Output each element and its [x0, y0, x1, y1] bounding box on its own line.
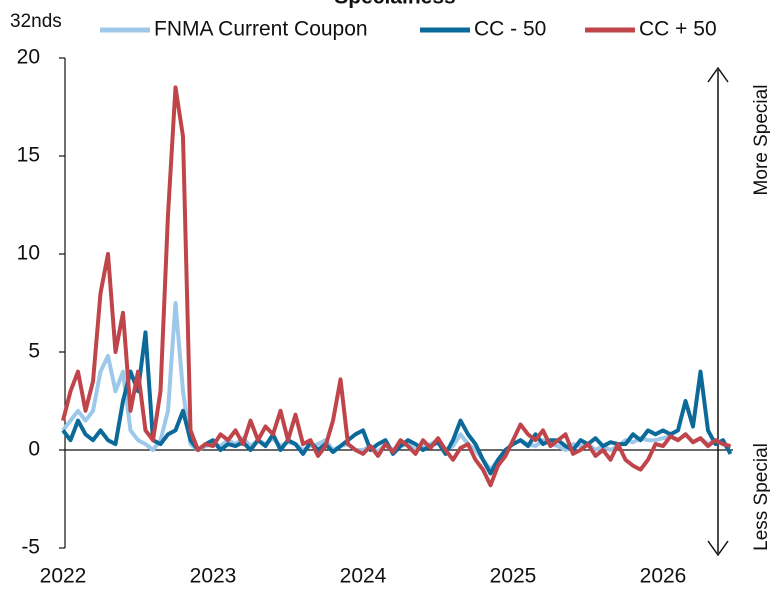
x-tick-label: 2023	[190, 565, 237, 588]
y-tick-label: -5	[21, 536, 40, 559]
annotation: Less Special	[751, 443, 770, 551]
chart-title: Specialness	[334, 0, 455, 9]
x-tick-label: 2025	[490, 565, 537, 588]
y-tick-label: 0	[28, 438, 40, 461]
arrow-head	[707, 66, 729, 83]
y-tick-label: 15	[17, 144, 40, 167]
x-tick-label: 2026	[640, 565, 687, 588]
annotation: More Special	[751, 85, 770, 196]
x-tick-label: 2022	[40, 565, 87, 588]
y-tick-label: 5	[28, 340, 40, 363]
series-line	[61, 85, 732, 488]
legend-label: CC + 50	[639, 18, 717, 41]
legend-label: FNMA Current Coupon	[154, 18, 368, 41]
arrow-head	[707, 540, 729, 557]
x-tick-label: 2024	[340, 565, 387, 588]
y-tick-label: 10	[17, 242, 40, 265]
y-axis-label: 32nds	[10, 11, 62, 32]
legend-label: CC - 50	[474, 18, 546, 41]
y-tick-label: 20	[17, 46, 40, 69]
